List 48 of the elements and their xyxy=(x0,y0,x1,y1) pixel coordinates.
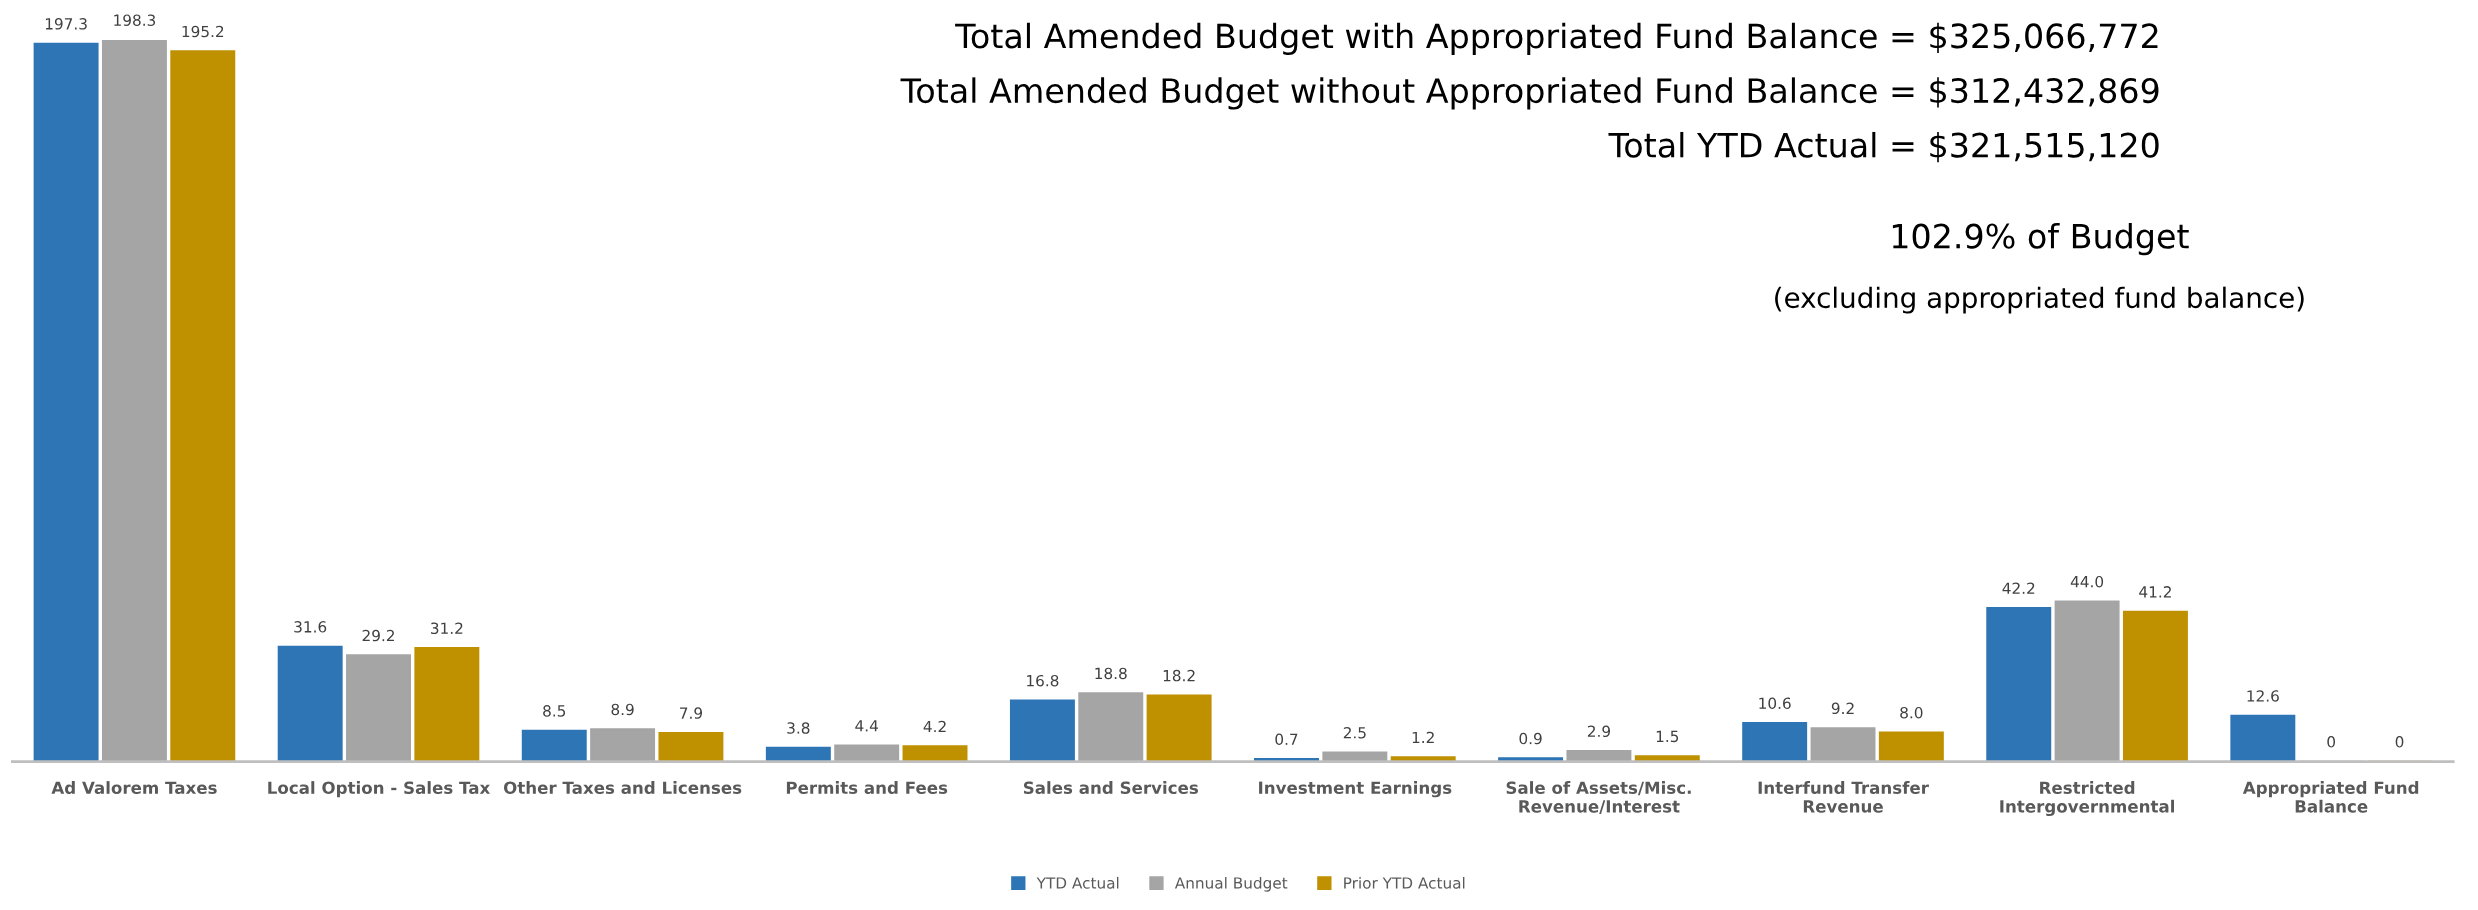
data-label: 16.8 xyxy=(1027,674,1059,687)
legend-label: Annual Budget xyxy=(1174,876,1288,892)
data-label: 198.3 xyxy=(114,14,156,26)
data-label: 0 xyxy=(2395,736,2404,748)
data-label: 197.3 xyxy=(45,18,87,30)
data-label: 3.8 xyxy=(787,722,810,734)
data-label: 1.5 xyxy=(1656,730,1679,743)
legend-label: Prior YTD Actual xyxy=(1344,876,1465,889)
data-label: 12.6 xyxy=(2247,690,2279,702)
annotation: (excluding appropriated fund balance) xyxy=(1775,286,2304,314)
x-tick-label: Local Option - Sales Tax xyxy=(268,781,491,798)
annotation: Total Amended Budget without Appropriated Fund Balance = $312,432,869 xyxy=(900,77,2159,110)
x-tick-label: Ad Valorem Taxes xyxy=(51,781,217,795)
data-label: 31.2 xyxy=(431,622,463,635)
data-label: 4.2 xyxy=(923,720,946,733)
data-label: 0.9 xyxy=(1519,732,1542,745)
annotation: Total YTD Actual = $321,515,120 xyxy=(1608,131,2159,163)
data-label: 29.2 xyxy=(362,629,394,642)
x-tick-label: Sales and Services xyxy=(1023,781,1198,795)
legend-label: YTD Actual xyxy=(1036,876,1119,889)
data-label: 44.0 xyxy=(2070,575,2104,588)
x-tick-label: Restricted Intergovernmental xyxy=(2000,781,2175,817)
data-label: 10.6 xyxy=(1759,697,1791,710)
data-label: 31.6 xyxy=(294,621,327,633)
x-tick-label: Appropriated Fund Balance xyxy=(2242,781,2419,813)
data-label: 9.2 xyxy=(1831,702,1854,715)
data-label: 18.8 xyxy=(1095,667,1127,680)
x-tick-label: Sale of Assets/Misc. Revenue/Interest xyxy=(1506,781,1691,814)
x-tick-label: Investment Earnings xyxy=(1259,781,1452,798)
data-label: 7.9 xyxy=(680,707,703,719)
data-label: 2.9 xyxy=(1587,725,1610,738)
data-label: 4.4 xyxy=(855,720,878,732)
data-label: 1.2 xyxy=(1412,731,1434,744)
data-label: 0 xyxy=(2327,736,2336,748)
data-label: 8.0 xyxy=(1900,706,1923,719)
data-label: 18.2 xyxy=(1163,669,1195,682)
data-label: 0.7 xyxy=(1275,733,1298,746)
x-tick-label: Interfund Transfer Revenue xyxy=(1758,781,1929,813)
annotation: Total Amended Budget with Appropriated Fund Balance = $325,066,772 xyxy=(955,22,2158,56)
x-tick-label: Other Taxes and Licenses xyxy=(503,781,742,795)
annotation: 102.9% of Budget xyxy=(1892,222,2189,256)
data-label: 2.5 xyxy=(1343,726,1366,739)
data-label: 41.2 xyxy=(2139,586,2171,598)
x-tick-label: Permits and Fees xyxy=(786,781,948,795)
data-label: 195.2 xyxy=(182,25,224,38)
data-label: 8.9 xyxy=(611,703,634,716)
data-label: 42.2 xyxy=(2002,582,2035,594)
data-label: 8.5 xyxy=(543,705,566,717)
